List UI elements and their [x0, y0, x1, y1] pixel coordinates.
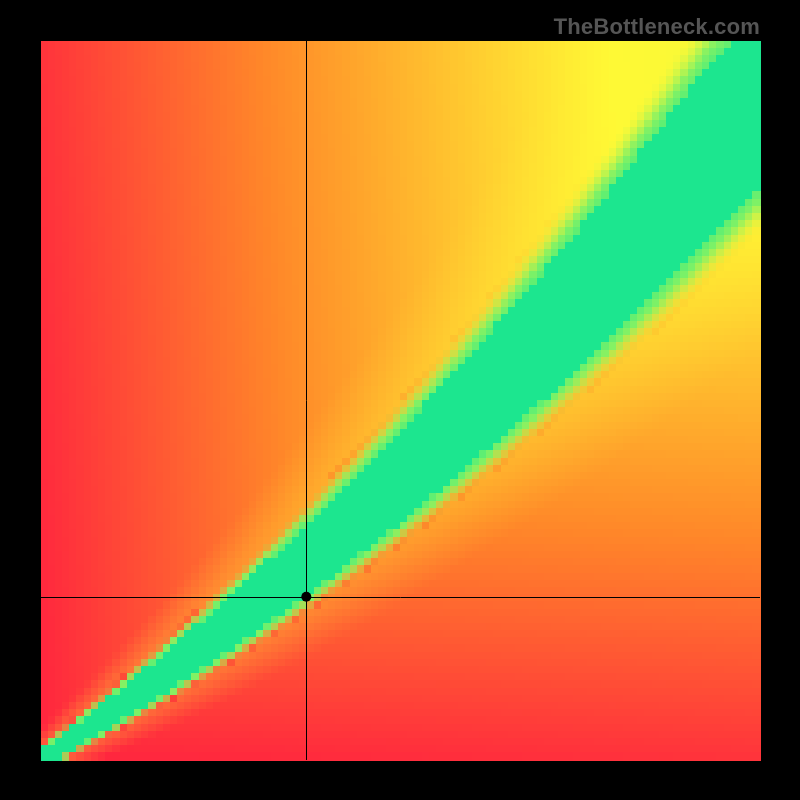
watermark-text: TheBottleneck.com	[554, 14, 760, 40]
bottleneck-heatmap	[0, 0, 800, 800]
figure-container: TheBottleneck.com	[0, 0, 800, 800]
